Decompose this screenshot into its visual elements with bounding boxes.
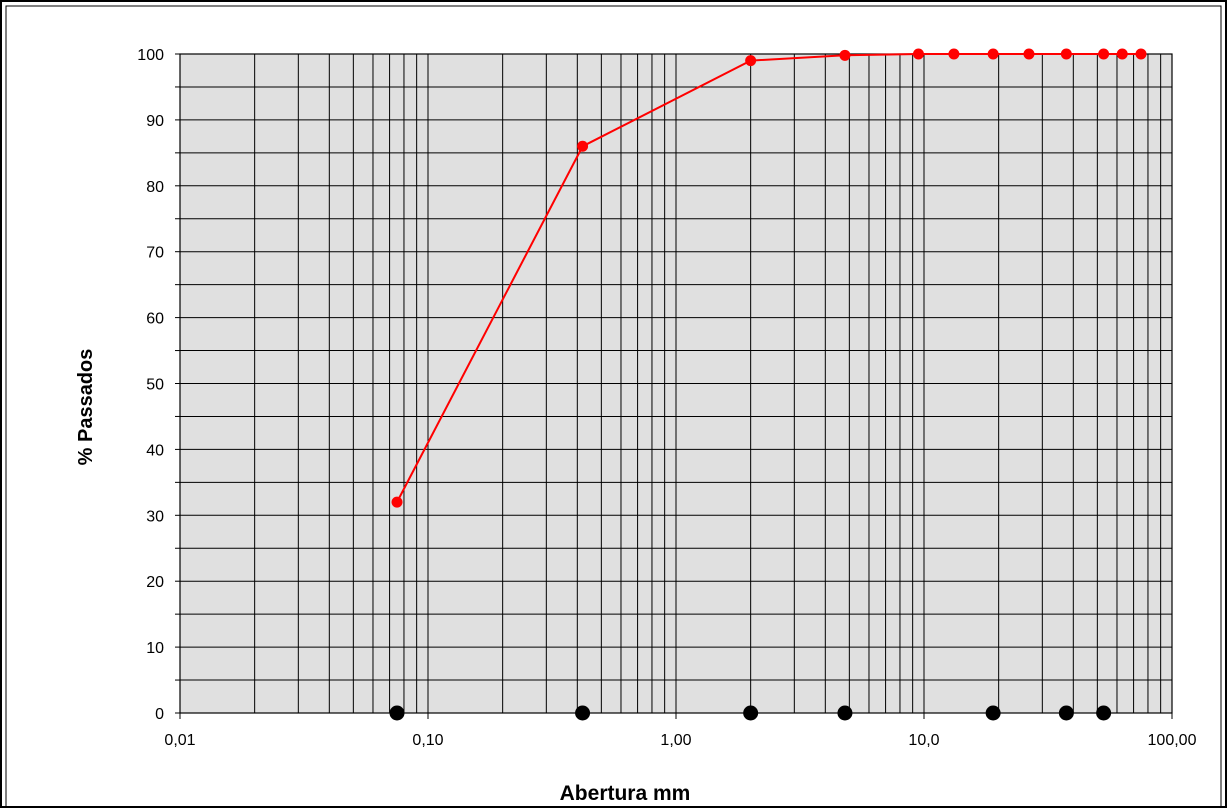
data-point — [745, 55, 757, 67]
sieve-marker — [1096, 705, 1112, 721]
y-tick-label: 40 — [146, 442, 164, 459]
y-tick-label: 80 — [146, 179, 164, 196]
plot-border — [179, 53, 1173, 714]
y-tick-label: 50 — [146, 377, 164, 394]
sieve-marker — [575, 705, 591, 721]
y-tick-label: 10 — [146, 640, 164, 657]
grid-lines — [175, 53, 1173, 719]
y-tick-labels: 0 10 20 30 40 50 60 70 80 90 100 — [137, 47, 164, 723]
x-tick-label: 0,10 — [412, 732, 443, 749]
data-point — [839, 49, 851, 61]
sieve-marker — [1058, 705, 1074, 721]
y-axis-label: % Passados — [75, 349, 97, 466]
x-axis-label: Abertura mm — [560, 782, 691, 805]
y-tick-label: 20 — [146, 574, 164, 591]
sieve-marker — [389, 705, 405, 721]
data-point — [987, 48, 999, 60]
y-tick-label: 70 — [146, 245, 164, 262]
data-point — [391, 496, 403, 508]
data-point — [577, 140, 589, 152]
sieve-marker — [985, 705, 1001, 721]
data-point — [948, 48, 960, 60]
x-tick-label: 0,01 — [164, 732, 195, 749]
x-tick-labels: 0,01 0,10 1,00 10,0 100,00 — [164, 732, 1196, 749]
sieve-marker — [837, 705, 853, 721]
y-tick-label: 30 — [146, 508, 164, 525]
outer-border-inner — [5, 5, 1222, 808]
y-tick-label: 100 — [137, 47, 164, 64]
x-tick-label: 10,0 — [908, 732, 939, 749]
sieve-marker — [743, 705, 759, 721]
y-tick-label: 60 — [146, 311, 164, 328]
x-tick-label: 1,00 — [660, 732, 691, 749]
data-point — [1023, 48, 1035, 60]
data-point — [1060, 48, 1072, 60]
data-point — [1135, 48, 1147, 60]
series-layer — [389, 48, 1147, 721]
y-tick-label: 90 — [146, 113, 164, 130]
data-point — [1098, 48, 1110, 60]
y-tick-label: 0 — [155, 706, 164, 723]
data-point — [1116, 48, 1128, 60]
data-point — [912, 48, 924, 60]
x-tick-label: 100,00 — [1148, 732, 1197, 749]
